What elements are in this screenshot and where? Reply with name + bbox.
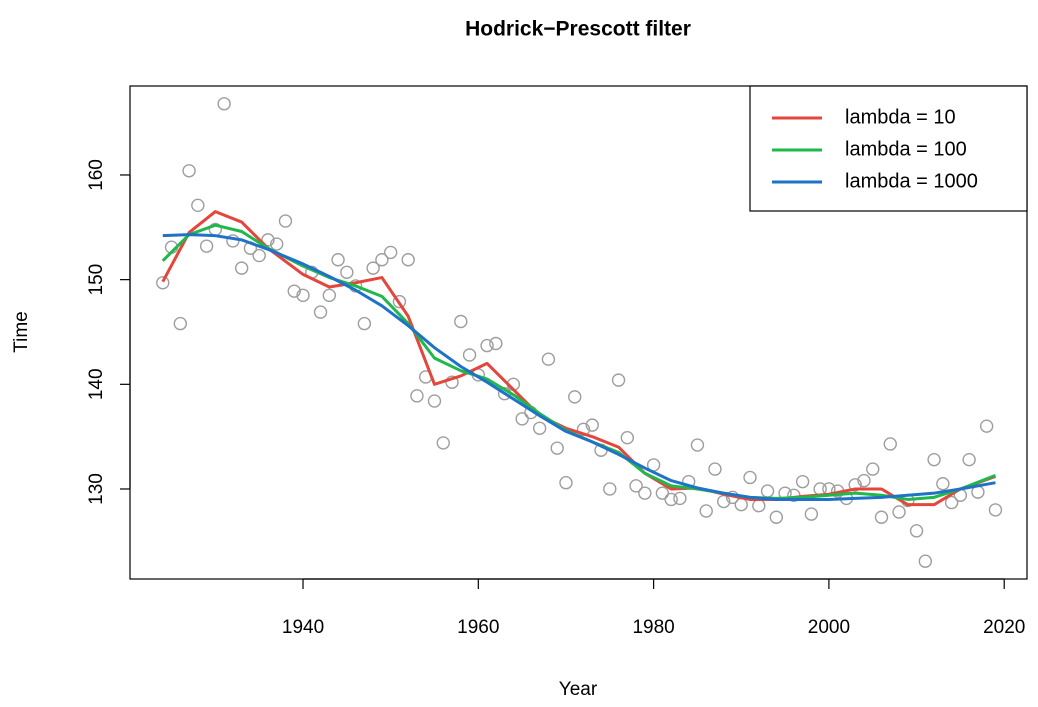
point (270, 237, 284, 251)
point (383, 245, 398, 260)
point (532, 421, 547, 435)
point (883, 437, 897, 451)
point (252, 248, 266, 263)
point (760, 484, 775, 498)
point (769, 510, 784, 524)
point (603, 482, 617, 496)
point (944, 495, 959, 510)
trend-line (162, 233, 996, 501)
point (866, 462, 880, 476)
point (874, 510, 889, 524)
point (462, 348, 477, 362)
point (296, 288, 310, 303)
point (480, 338, 494, 353)
point (173, 316, 188, 331)
point (515, 412, 529, 426)
point (804, 507, 819, 521)
point (936, 477, 950, 491)
point (629, 479, 643, 493)
point (322, 288, 337, 303)
trend-line (161, 210, 996, 507)
point (664, 492, 678, 507)
point (410, 389, 424, 403)
point (743, 470, 757, 485)
point (927, 452, 941, 467)
point (708, 462, 722, 476)
point (366, 261, 380, 275)
point (550, 441, 564, 455)
x-tick-label: 1980 (632, 617, 674, 638)
point (156, 276, 170, 290)
y-axis-label: Time (11, 311, 32, 353)
point (191, 198, 205, 213)
point (331, 253, 345, 267)
point (909, 524, 924, 538)
point (313, 305, 328, 319)
point (375, 253, 389, 267)
x-tick-label: 2000 (808, 617, 850, 638)
point (287, 284, 301, 298)
y-tick-label: 150 (86, 264, 107, 296)
y-tick-label: 140 (86, 368, 107, 400)
point (541, 352, 556, 366)
point (734, 497, 748, 512)
x-tick-label: 2020 (983, 617, 1025, 638)
point (182, 164, 196, 178)
point (489, 336, 503, 351)
x-tick-label: 1960 (457, 617, 499, 638)
point (752, 499, 766, 513)
point (699, 504, 713, 518)
point (638, 486, 652, 500)
point (848, 478, 862, 492)
legend-label: lambda = 1000 (845, 170, 978, 192)
point (918, 554, 933, 568)
x-tick-label: 1940 (282, 617, 324, 638)
point (611, 373, 626, 387)
point (392, 294, 407, 309)
point (568, 390, 582, 404)
point (199, 239, 214, 253)
y-tick-label: 130 (86, 473, 107, 505)
point (427, 394, 442, 408)
chart-title: Hodrick−Prescott filter (465, 18, 691, 41)
y-tick-label: 160 (86, 159, 107, 191)
point (217, 97, 231, 111)
point (988, 503, 1003, 517)
point (401, 253, 415, 267)
point (857, 473, 871, 488)
point (278, 214, 293, 228)
point (620, 430, 635, 445)
point (979, 419, 994, 433)
point (559, 476, 573, 490)
point (340, 265, 354, 280)
point (585, 418, 599, 432)
trend-line (161, 223, 996, 501)
point (892, 505, 906, 519)
point (261, 233, 275, 247)
point (234, 261, 249, 275)
point (454, 314, 468, 329)
point (436, 436, 450, 450)
legend-box (749, 85, 1028, 212)
point (673, 491, 687, 506)
legend-label: lambda = 10 (845, 106, 956, 128)
x-axis-label: Year (559, 679, 598, 700)
point (655, 486, 670, 500)
point (357, 316, 372, 331)
point (962, 452, 976, 467)
point (445, 375, 459, 389)
point (690, 438, 705, 452)
legend-label: lambda = 100 (845, 138, 967, 160)
point (795, 474, 810, 489)
